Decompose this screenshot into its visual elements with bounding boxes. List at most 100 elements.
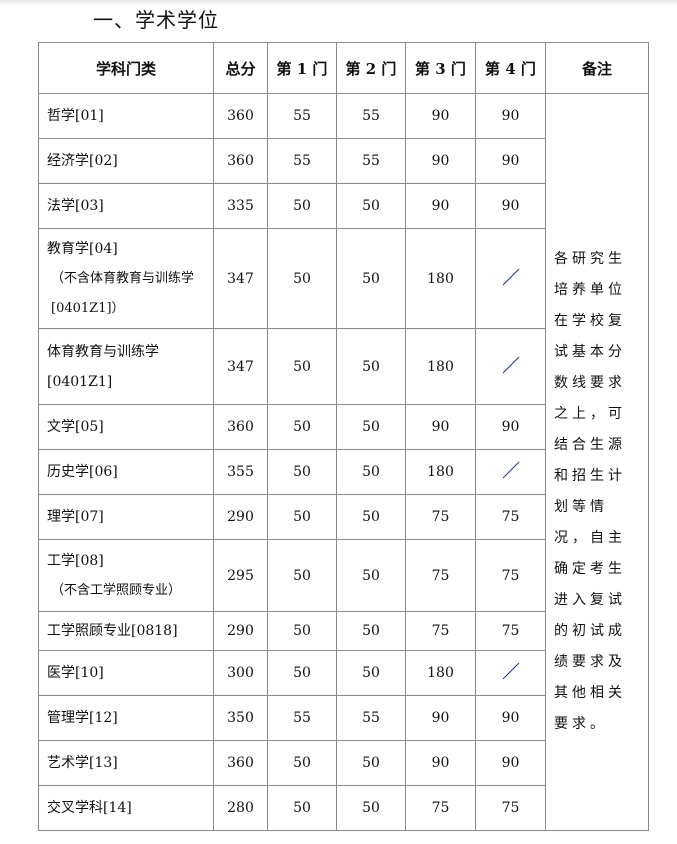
header-course-3: 第 3 门 [405,42,476,94]
c1-cell: 50 [267,228,337,329]
section-title: 一、学术学位 [93,8,219,32]
c2-cell: 50 [336,449,406,495]
subject-name: 管理学[12] [47,710,118,726]
c1-cell: 50 [267,740,337,786]
subject-name: 经济学[02] [47,153,118,169]
header-course-2: 第 2 门 [336,42,406,94]
header-total: 总分 [213,42,268,94]
header-row: 学科门类 总分 第 1 门 第 2 门 第 3 门 第 4 门 备注 [38,42,649,94]
subject-cell: 体育教育与训练学[0401Z1] [38,328,214,405]
header-remark: 备注 [545,42,649,94]
subject-cell: 工学[08] （不含工学照顾专业） [38,539,214,612]
c2-cell: 50 [336,740,406,786]
total-cell: 360 [213,404,268,450]
total-cell: 360 [213,138,268,184]
header-course-4: 第 4 门 [475,42,546,94]
c4-cell: 75 [475,539,546,612]
c2-cell: 50 [336,494,406,540]
table-row: 文学[05] 360 50 50 90 90 [38,404,649,450]
not-applicable-slash [502,268,519,285]
table-row: 医学[10] 300 50 50 180 [38,650,649,696]
not-applicable-slash [502,461,519,479]
table-row: 经济学[02] 360 55 55 90 90 [38,138,649,184]
subject-name: 工学[08] [47,552,104,569]
total-cell: 300 [213,650,268,696]
subject-name: 哲学[01] [47,108,104,124]
c1-cell: 50 [267,539,337,612]
total-cell: 347 [213,328,268,405]
subject-name: 工学照顾专业[0818] [47,623,178,639]
c1-cell: 50 [267,494,337,540]
c4-cell: 75 [475,494,546,540]
c2-cell: 50 [336,404,406,450]
subject-cell: 历史学[06] [38,449,214,495]
c3-cell: 75 [405,611,476,651]
total-cell: 290 [213,494,268,540]
subject-name: 文学[05] [47,419,104,435]
c4-cell [475,328,546,405]
c4-cell: 90 [475,138,546,184]
c2-cell: 50 [336,785,406,831]
c3-cell: 90 [405,93,476,139]
total-cell: 280 [213,785,268,831]
c4-cell: 90 [475,740,546,786]
c2-cell: 50 [336,539,406,612]
top-shadow [0,0,677,6]
c1-cell: 55 [267,695,337,741]
table-row: 工学[08] （不含工学照顾专业） 295 50 50 75 75 [38,539,649,612]
total-cell: 360 [213,93,268,139]
c2-cell: 50 [336,183,406,229]
c3-cell: 90 [405,740,476,786]
c4-cell: 90 [475,695,546,741]
c1-cell: 50 [267,650,337,696]
c2-cell: 55 [336,93,406,139]
c2-cell: 50 [336,328,406,405]
subject-name: 交叉学科[14] [47,800,132,816]
subject-name: 理学[07] [47,509,104,525]
c3-cell: 90 [405,183,476,229]
c4-cell [475,228,546,329]
subject-cell: 交叉学科[14] [38,785,214,831]
total-cell: 360 [213,740,268,786]
c3-cell: 90 [405,695,476,741]
c3-cell: 180 [405,228,476,329]
header-course-1: 第 1 门 [267,42,337,94]
c3-cell: 75 [405,494,476,540]
c4-cell [475,449,546,495]
subject-cell: 医学[10] [38,650,214,696]
header-subject: 学科门类 [38,42,214,94]
c4-cell [475,650,546,696]
c4-cell: 75 [475,611,546,651]
subject-cell: 艺术学[13] [38,740,214,786]
subject-cell: 文学[05] [38,404,214,450]
table-row: 交叉学科[14] 280 50 50 75 75 [38,785,649,831]
subject-cell: 经济学[02] [38,138,214,184]
not-applicable-slash [502,356,519,373]
subject-cell: 哲学[01] [38,93,214,139]
c4-cell: 90 [475,404,546,450]
subject-cell: 法学[03] [38,183,214,229]
subject-note: （不含工学照顾专业） [51,582,182,598]
total-cell: 335 [213,183,268,229]
subject-name: 医学[10] [47,665,104,681]
table-row: 哲学[01] 360 55 55 90 90 各研究生培养单位在学校复试基本分数线要求之上，… [38,93,649,831]
c2-cell: 50 [336,611,406,651]
c2-cell: 50 [336,228,406,329]
c2-cell: 50 [336,650,406,696]
subject-name: 法学[03] [47,198,104,214]
total-cell: 295 [213,539,268,612]
c1-cell: 50 [267,404,337,450]
table-row: 工学照顾专业[0818] 290 50 50 75 75 [38,611,649,651]
score-table: 学科门类 总分 第 1 门 第 2 门 第 3 门 第 4 门 备注 哲学[01… [38,42,649,831]
subject-cell: 工学照顾专业[0818] [38,611,214,651]
c1-cell: 55 [267,93,337,139]
subject-cell: 教育学[04] （不含体育教育与训练学[0401Z1]） [38,228,214,329]
subject-name: 教育学[04] [47,240,118,257]
subject-name: 历史学[06] [47,464,118,480]
subject-name: 体育教育与训练学[0401Z1] [47,343,159,390]
c1-cell: 50 [267,785,337,831]
c1-cell: 50 [267,449,337,495]
subject-note: （不含体育教育与训练学[0401Z1]） [51,270,195,316]
not-applicable-slash [502,662,519,680]
c3-cell: 180 [405,650,476,696]
